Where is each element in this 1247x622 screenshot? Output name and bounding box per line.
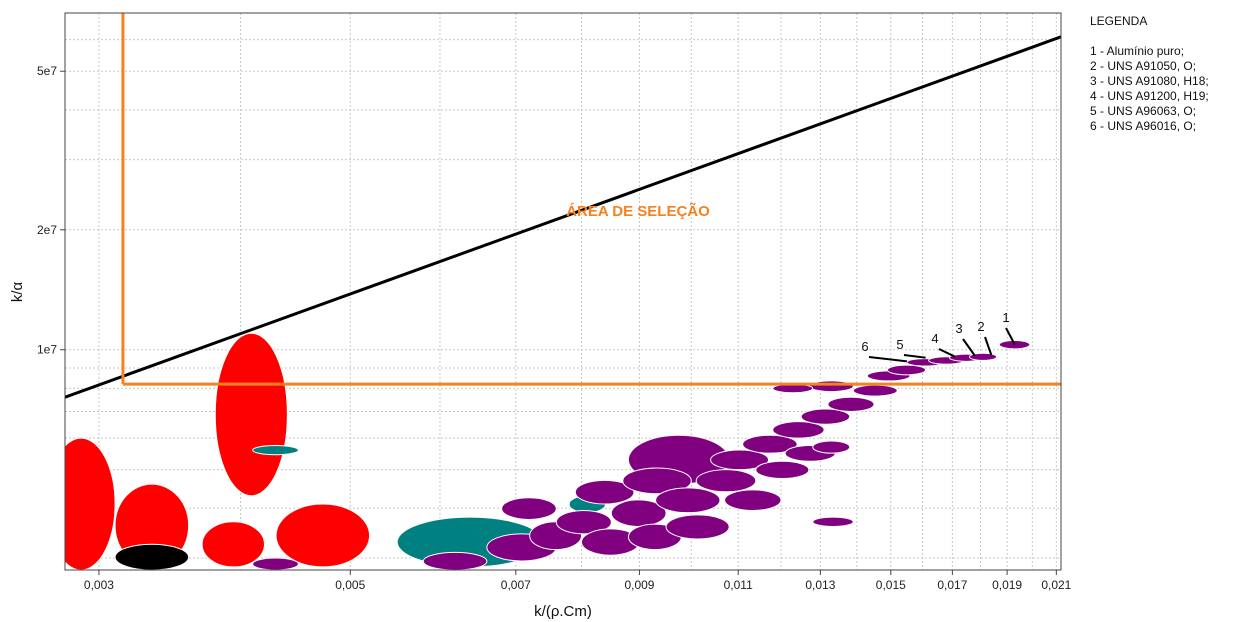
y-tick-label: 2e7 [37, 223, 57, 237]
y-tick-label: 5e7 [37, 64, 57, 78]
selection-area-label: ÁREA DE SELEÇÃO [566, 202, 710, 220]
purple-bubble [852, 384, 898, 397]
purple-bubble [724, 489, 782, 511]
x-tick-label: 0,015 [876, 578, 906, 592]
red-bubble [201, 521, 265, 568]
purple-bubble [655, 487, 721, 514]
purple-bubble [968, 352, 998, 361]
purple-bubble [501, 497, 557, 520]
purple-bubble [827, 396, 875, 412]
x-tick-label: 0,019 [992, 578, 1022, 592]
legend-item: 3 - UNS A91080, H18; [1090, 74, 1209, 88]
callout-line [984, 336, 993, 356]
legend-item: 6 - UNS A96016, O; [1090, 119, 1197, 133]
callout-line [903, 354, 926, 359]
x-tick-label: 0,005 [335, 578, 365, 592]
legend-item: 5 - UNS A96063, O; [1090, 104, 1197, 118]
purple-bubble [555, 509, 612, 535]
purple-bubble [742, 434, 798, 454]
callout-label: 5 [896, 337, 903, 352]
x-tick-label: 0,021 [1041, 578, 1071, 592]
callout-label: 1 [1002, 310, 1009, 325]
callout-label: 2 [977, 319, 984, 334]
x-tick-label: 0,003 [84, 578, 114, 592]
ticks: 0,003 0,005 0,007 0,009 0,011 0,013 0,015 0,017… [37, 64, 1072, 592]
purple-bubble [665, 514, 730, 540]
legend-item: 4 - UNS A91200, H19; [1090, 89, 1209, 103]
red-bubble [65, 437, 116, 570]
red-bubble [214, 332, 288, 497]
purple-bubble [422, 551, 488, 570]
x-tick-label: 0,017 [937, 578, 967, 592]
x-axis-title: k/(ρ.Cm) [534, 603, 592, 620]
legend: LEGENDA 1 - Alumínio puro; 2 - UNS A9105… [1090, 14, 1240, 134]
purple-bubble [800, 408, 851, 425]
plot-background [65, 13, 1061, 570]
purple-bubble [812, 516, 854, 528]
purple-bubble [812, 440, 851, 454]
x-tick-label: 0,009 [624, 578, 654, 592]
x-tick-label: 0,007 [501, 578, 531, 592]
callout-line [962, 338, 976, 357]
purple-bubble [710, 449, 770, 471]
selection-boundary-line [65, 35, 1061, 399]
purple-bubble [695, 469, 757, 493]
purple-bubble [252, 557, 299, 570]
purple-bubble [574, 479, 635, 505]
legend-title: LEGENDA [1090, 14, 1148, 28]
purple-bubble [755, 460, 810, 480]
callout-label: 4 [931, 331, 938, 346]
legend-item: 1 - Alumínio puro; [1090, 44, 1185, 58]
callout-label: 3 [955, 321, 962, 336]
legend-item: 2 - UNS A91050, O; [1090, 59, 1197, 73]
teal-bubble [252, 444, 299, 456]
y-axis-title: k/α [9, 282, 26, 303]
black-bubble [114, 543, 190, 570]
selection-area [65, 13, 1061, 399]
callout-line [868, 356, 908, 363]
callout-line [938, 348, 956, 358]
x-tick-label: 0,011 [724, 578, 753, 592]
x-tick-label: 0,013 [805, 578, 835, 592]
purple-bubble [887, 364, 927, 376]
purple-bubble [622, 467, 692, 495]
plot-frame [64, 12, 1062, 571]
purple-bubble [808, 380, 854, 393]
callout-label: 6 [861, 339, 868, 354]
bubbles [65, 332, 1031, 570]
red-bubble [275, 503, 371, 568]
callout-line [1005, 327, 1016, 346]
purple-bubble [772, 421, 825, 439]
y-tick-label: 1e7 [37, 343, 57, 357]
